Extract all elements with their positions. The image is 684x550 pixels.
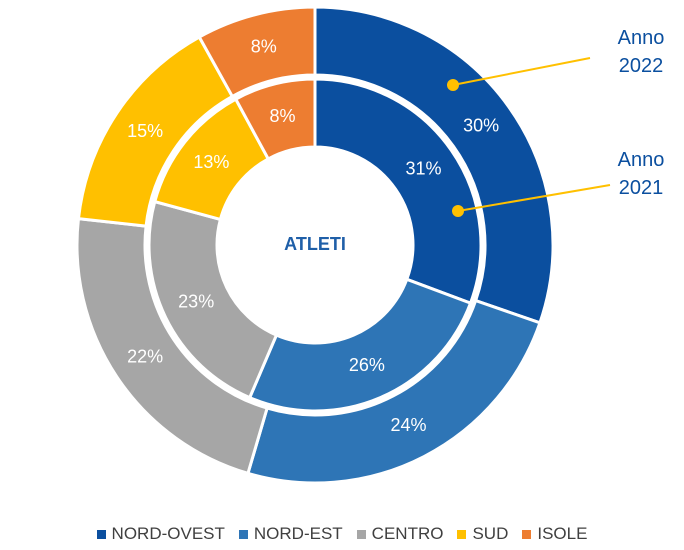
legend-swatch (457, 529, 467, 539)
legend-label: CENTRO (371, 524, 444, 543)
center-label: ATLETI (284, 234, 346, 254)
legend-swatch (356, 529, 366, 539)
annotation-line (457, 184, 611, 212)
legend-label: SUD (472, 524, 509, 543)
legend-label: NORD-OVEST (111, 524, 225, 543)
data-label: 15% (127, 121, 163, 141)
legend-item: SUD (457, 524, 508, 544)
donut-segment (246, 298, 542, 485)
data-label: 8% (251, 36, 277, 56)
donut-segment (247, 277, 473, 413)
donut-segment (313, 5, 555, 325)
data-label: 22% (127, 347, 163, 367)
data-label: 30% (463, 115, 499, 135)
legend-swatch (522, 529, 532, 539)
donut-segment (197, 5, 317, 99)
data-label: 26% (349, 355, 385, 375)
legend-item: NORD-EST (238, 524, 343, 544)
legend-item: ISOLE (522, 524, 587, 544)
data-label: 31% (405, 159, 441, 179)
legend-label: NORD-EST (253, 524, 343, 543)
data-label: 24% (390, 415, 426, 435)
donut-segment (313, 77, 483, 306)
legend-item: NORD-OVEST (96, 524, 225, 544)
legend: NORD-OVEST NORD-EST CENTRO SUD ISOLE (0, 524, 684, 544)
annotation-line (452, 57, 591, 86)
annotation-dot (452, 205, 464, 217)
legend-label: ISOLE (537, 524, 588, 543)
data-label: 23% (178, 291, 214, 311)
donut-segment (233, 77, 317, 161)
rings: 30% 24% 22% 15% 8% 31% 26% 23% 13% 8% (75, 5, 555, 485)
annotation: Anno 2022 (617, 27, 665, 77)
legend-swatch (238, 529, 248, 539)
legend-item: CENTRO (356, 524, 444, 544)
annotation-dot (447, 79, 459, 91)
data-label: 13% (193, 152, 229, 172)
legend-swatch (96, 529, 106, 539)
annotation: Anno 2021 (617, 149, 665, 199)
data-label: 8% (269, 106, 295, 126)
donut-segment (147, 199, 279, 400)
